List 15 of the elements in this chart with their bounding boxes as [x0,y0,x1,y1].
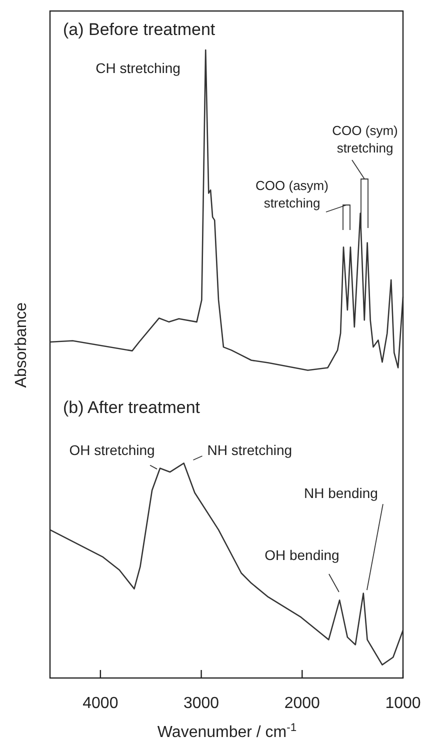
annotation: OH bending [264,547,340,564]
annotation: NH stretching [207,442,292,458]
annotation: (b) After treatment [63,398,200,417]
text: (a) Before treatment [63,20,216,39]
x-axis-title: Wavenumber / cm$^{-1}$ [157,722,297,741]
annotation: COO (asym) stretching [256,178,328,211]
annotation: CH stretching [96,60,180,76]
x-tick-label: 1000 [385,695,421,712]
annotation: NH bending [304,485,378,502]
annotation: OH stretching [69,442,155,458]
x-tick-label: 2000 [284,695,320,712]
y-axis-title: Absorbance [13,302,30,388]
annotation: COO (sym) stretching [332,123,398,156]
x-tick-label: 4000 [82,695,118,712]
x-tick-label: 3000 [183,695,220,712]
